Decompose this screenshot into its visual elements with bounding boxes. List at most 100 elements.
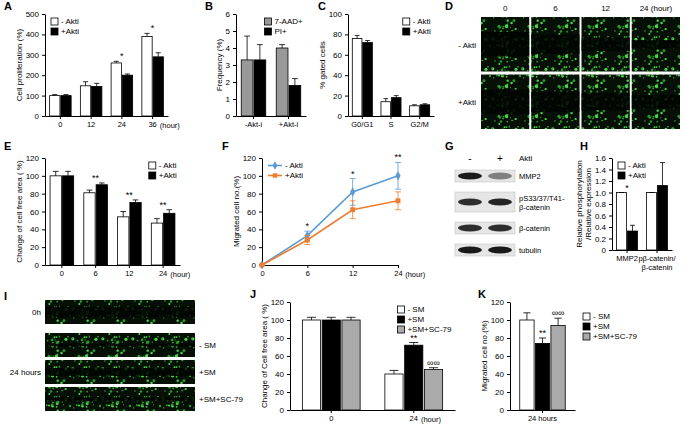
x-tick-label: -Akt-i — [245, 120, 263, 129]
y-tick: 0 — [602, 246, 612, 255]
significance-mark: ** — [410, 333, 418, 343]
bar — [50, 96, 60, 116]
y-tick: 80 — [30, 190, 45, 199]
y-tick-label: 40 — [247, 225, 256, 234]
y-tick-label: 100 — [329, 10, 343, 19]
y-tick-label: 120 — [271, 298, 285, 307]
bar — [617, 193, 627, 251]
y-tick: 2 — [226, 78, 236, 87]
bar — [254, 60, 266, 116]
bar — [302, 320, 320, 410]
y-tick-label: 20 — [333, 92, 342, 101]
error-bar — [292, 79, 298, 86]
y-tick-label: 80 — [495, 334, 504, 343]
error-bar — [125, 74, 130, 75]
y-tick: 300 — [26, 51, 45, 60]
y-tick-label: 80 — [275, 334, 284, 343]
x-tick: 0 — [60, 265, 64, 278]
y-tick: 100 — [491, 316, 510, 325]
bar — [276, 48, 288, 116]
micrograph — [632, 17, 680, 72]
y-tick-label: 120 — [243, 154, 257, 163]
significance-mark: * — [151, 23, 155, 33]
legend-swatch — [149, 162, 156, 169]
x-tick: 12 — [125, 265, 133, 278]
error-bar-cap — [83, 81, 88, 82]
x-tick: -Akt-i — [245, 116, 263, 129]
legend-swatch — [618, 162, 625, 169]
column-label: 0 — [503, 4, 508, 13]
micrograph — [45, 333, 195, 357]
legend-item: +Akti — [403, 27, 431, 36]
x-tick-mark — [362, 116, 363, 119]
y-tick-label: 0.2 — [595, 235, 607, 244]
x-tick-mark — [353, 265, 354, 268]
legend-swatch — [264, 18, 271, 25]
y-tick-mark — [287, 356, 290, 357]
y-tick-label: 20 — [275, 388, 284, 397]
error-bar — [133, 200, 139, 203]
x-tick-mark — [163, 265, 164, 268]
x-axis-title: (hour) — [405, 270, 426, 279]
y-tick: 0 — [226, 112, 236, 121]
legend: - SM+SM+SM+SC-79 — [397, 305, 452, 334]
y-tick-label: 1.4 — [595, 166, 607, 175]
x-axis-line — [46, 265, 181, 266]
y-tick: 80 — [495, 334, 510, 343]
y-tick-mark — [345, 75, 348, 76]
y-tick: 60 — [275, 352, 290, 361]
bar — [535, 343, 549, 410]
y-tick: 4 — [226, 44, 236, 53]
error-bar-cap — [125, 73, 130, 74]
line-marker — [305, 238, 310, 243]
bar — [62, 176, 73, 265]
panel-letter: A — [4, 0, 12, 12]
x-axis: G0/G1SG2/M — [349, 116, 435, 129]
y-tick-label: 20 — [30, 243, 39, 252]
y-axis-line — [262, 159, 263, 266]
column-label: 12 — [601, 4, 610, 13]
plot-area — [352, 35, 429, 116]
x-axis-title: (hour) — [170, 270, 191, 279]
y-tick-mark — [609, 216, 612, 217]
error-bar-cap — [292, 78, 298, 79]
scratch-gap — [45, 344, 195, 347]
y-axis-title: Frequency (%) — [215, 38, 224, 91]
x-tick-label: +Akt-i — [279, 120, 299, 129]
y-tick-mark — [233, 116, 236, 117]
error-bar — [394, 96, 399, 98]
plot-area — [520, 313, 566, 410]
y-axis: 020406080100120 — [491, 298, 511, 415]
x-tick-mark — [307, 265, 308, 268]
panel-letter: C — [318, 0, 326, 12]
error-bar-stem — [247, 36, 248, 60]
bar — [142, 36, 152, 116]
blot-band — [488, 173, 512, 180]
line-marker — [259, 260, 264, 269]
bar — [385, 374, 403, 410]
bar — [420, 105, 430, 116]
plot-area — [241, 36, 301, 116]
error-bar — [395, 162, 401, 189]
y-tick: 60 — [495, 352, 510, 361]
significance-mark: ∞∞ — [427, 358, 440, 368]
legend-label: - Akti — [159, 161, 177, 170]
blot-strip — [455, 222, 515, 234]
x-tick-mark — [95, 265, 96, 268]
bar — [352, 38, 362, 116]
error-bar — [554, 318, 561, 325]
blot-band — [458, 173, 482, 180]
x-tick: 6 — [94, 265, 98, 278]
error-bar — [120, 212, 126, 217]
error-bar-stem — [123, 212, 124, 217]
error-bar-stem — [85, 82, 86, 86]
legend-item: +Akti — [51, 27, 79, 36]
y-tick: 6 — [226, 10, 236, 19]
scratch-gap — [45, 307, 195, 318]
y-axis-title: /Relative expression — [584, 168, 593, 240]
legend-item: PI+ — [264, 27, 287, 36]
scratch-gap — [531, 91, 579, 112]
row-label: +Akti — [458, 98, 476, 107]
error-bar-cap — [649, 192, 654, 193]
y-tick-mark — [287, 392, 290, 393]
